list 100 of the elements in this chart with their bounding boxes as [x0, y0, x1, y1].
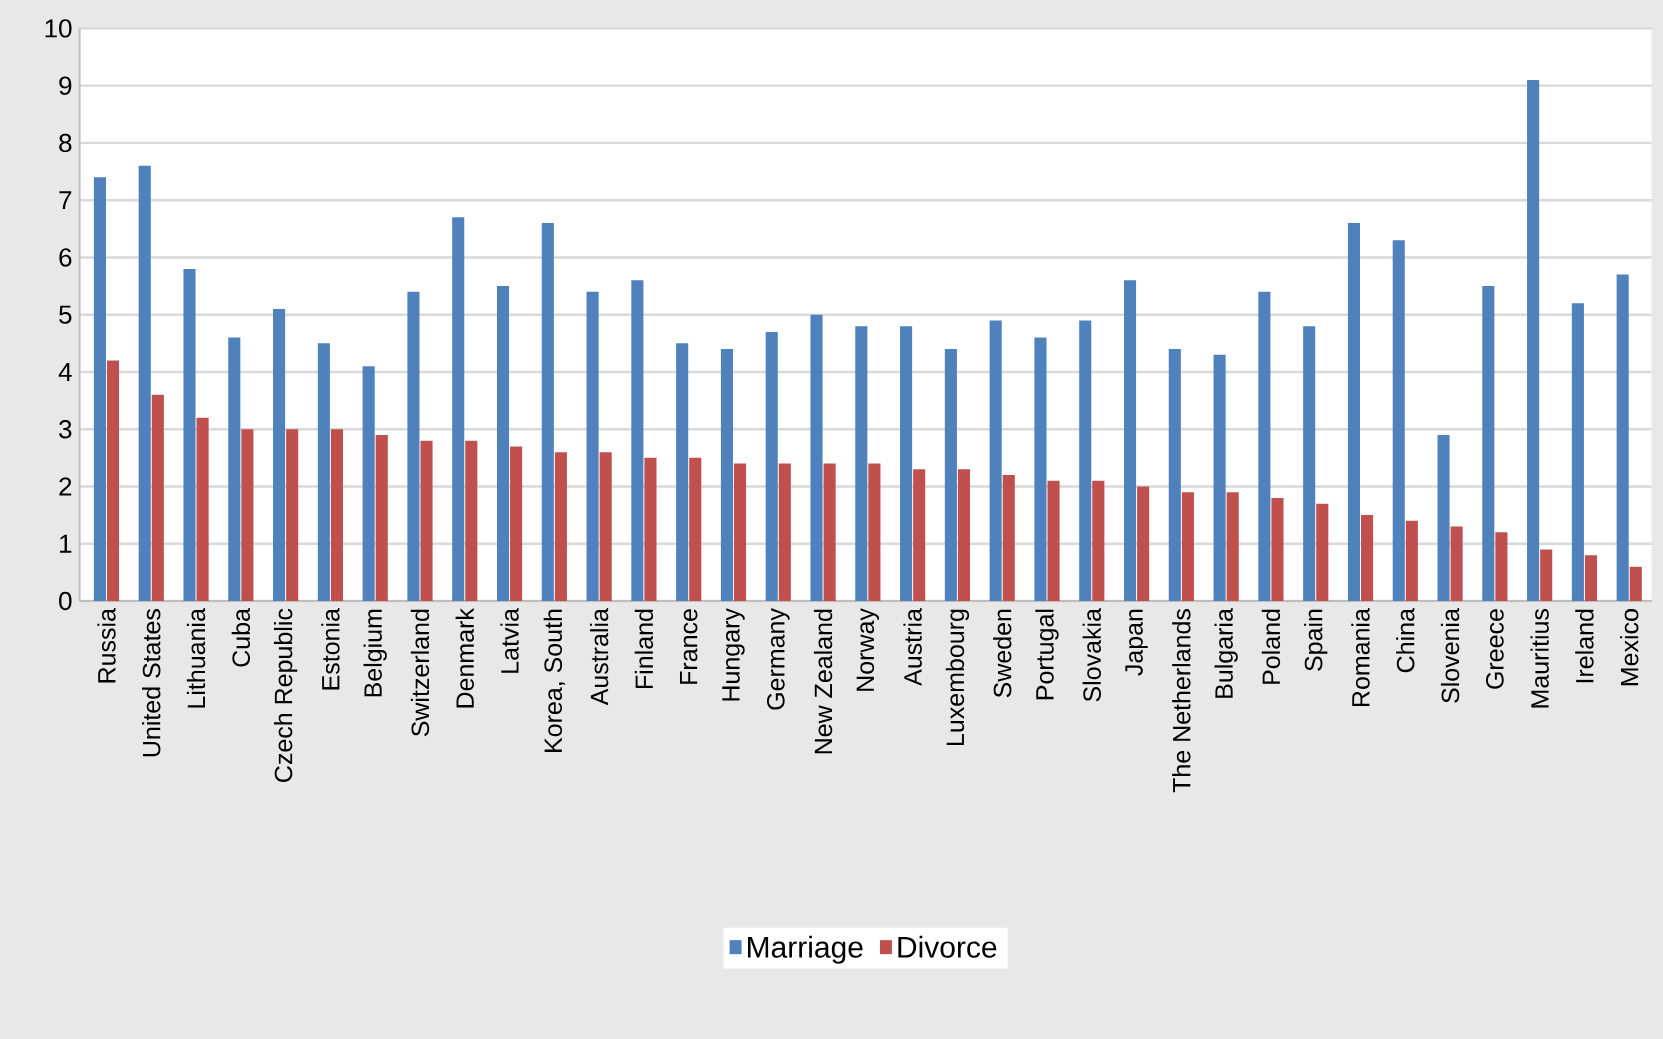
- bar: [1450, 526, 1463, 601]
- y-tick-label: 3: [59, 420, 72, 439]
- bar: [1168, 349, 1181, 601]
- bar: [510, 446, 523, 601]
- bar: [1392, 240, 1405, 601]
- bar: [1495, 532, 1508, 601]
- bar: [631, 280, 644, 601]
- x-tick-label: Denmark: [455, 608, 474, 708]
- y-tick-label: 8: [59, 133, 72, 153]
- bar: [1629, 566, 1642, 601]
- x-tick-label: Ireland: [1575, 609, 1594, 683]
- y-tick-label: 7: [59, 191, 72, 210]
- bar: [868, 463, 881, 601]
- legend-label: Divorce: [898, 935, 997, 958]
- bar: [1271, 497, 1284, 601]
- bar: [183, 268, 196, 601]
- x-tick-label: Spain: [1304, 609, 1328, 671]
- x-tick-label: Romania: [1351, 608, 1370, 707]
- bar: [1034, 337, 1047, 601]
- bar: [689, 457, 702, 601]
- bar: [362, 366, 375, 601]
- x-tick-label: France: [680, 609, 698, 684]
- bar: [810, 314, 823, 601]
- y-tick-label: 6: [59, 248, 72, 267]
- x-tick-label: The Netherlands: [1172, 609, 1191, 793]
- x-tick-label: Finland: [634, 609, 654, 689]
- x-tick-label: Switzerland: [410, 609, 430, 737]
- bar: [1002, 475, 1015, 601]
- y-tick-label: 5: [59, 305, 72, 324]
- x-tick-label: United States: [142, 609, 161, 757]
- x-tick-label: Czech Republic: [273, 608, 298, 782]
- x-tick-label: Portugal: [1035, 609, 1059, 700]
- bar: [273, 308, 286, 601]
- bar: [420, 440, 433, 601]
- bar: [554, 452, 567, 601]
- bar: [676, 343, 689, 601]
- bar: [586, 291, 599, 601]
- x-tick-label: Latvia: [500, 608, 519, 673]
- x-tick-label: Greece: [1486, 609, 1504, 689]
- bar: [1540, 549, 1553, 601]
- bar: [855, 326, 868, 601]
- x-tick-label: Russia: [97, 608, 116, 683]
- bar: [900, 326, 913, 601]
- bar: [1584, 555, 1598, 601]
- bar: [644, 457, 657, 601]
- bar: [407, 291, 420, 601]
- bar: [1347, 223, 1361, 601]
- bar: [228, 337, 241, 601]
- bar: [1258, 291, 1271, 601]
- bar: [1047, 480, 1060, 601]
- bar: [734, 463, 747, 601]
- bar: [1213, 354, 1226, 601]
- bar: [1527, 79, 1540, 601]
- bar: [823, 463, 836, 601]
- bar: [286, 429, 299, 601]
- y-tick-label: 9: [59, 76, 72, 95]
- bar: [1181, 492, 1194, 601]
- bar: [93, 177, 106, 601]
- bar: [720, 349, 733, 601]
- bar: [196, 417, 209, 601]
- x-tick-label: Lithuania: [186, 608, 206, 708]
- x-tick-label: Germany: [766, 608, 790, 710]
- x-tick-label: Bulgaria: [1214, 608, 1238, 698]
- bar: [106, 360, 120, 601]
- y-tick-label: 4: [58, 363, 72, 381]
- bar: [778, 463, 791, 601]
- bar: [375, 434, 388, 601]
- x-tick-label: Belgium: [363, 609, 387, 697]
- bar: [1405, 520, 1418, 601]
- bar: [452, 217, 465, 601]
- bar: [1092, 480, 1105, 601]
- bar: [1303, 326, 1316, 601]
- bar: [241, 429, 254, 601]
- y-tick-label: 1: [60, 534, 72, 553]
- x-tick-label: Austria: [903, 608, 922, 686]
- bar: [1482, 286, 1495, 601]
- x-tick-label: Mauritius: [1530, 608, 1549, 708]
- bar: [138, 165, 151, 601]
- bar: [151, 394, 164, 601]
- x-tick-label: Australia: [589, 608, 609, 706]
- bar: [465, 440, 478, 601]
- y-tick-label: 2: [59, 477, 72, 496]
- bar: [496, 286, 510, 601]
- bar: [765, 331, 778, 601]
- x-tick-label: Slovenia: [1440, 608, 1460, 703]
- x-tick-label: Luxembourg: [945, 609, 970, 746]
- bar: [957, 469, 971, 601]
- bar: [330, 429, 343, 601]
- bar: [913, 469, 926, 601]
- legend-label: Marriage: [748, 935, 863, 964]
- x-tick-label: Sweden: [993, 609, 1012, 698]
- bar: [599, 452, 612, 601]
- bar: [317, 343, 330, 601]
- bar: [1137, 486, 1150, 601]
- bar: [944, 349, 957, 601]
- x-tick-label: Estonia: [321, 608, 340, 690]
- bar: [1437, 434, 1450, 601]
- y-tick-label: 0: [59, 591, 72, 611]
- x-tick-label: Slovakia: [1082, 608, 1101, 702]
- bar: [1079, 320, 1092, 601]
